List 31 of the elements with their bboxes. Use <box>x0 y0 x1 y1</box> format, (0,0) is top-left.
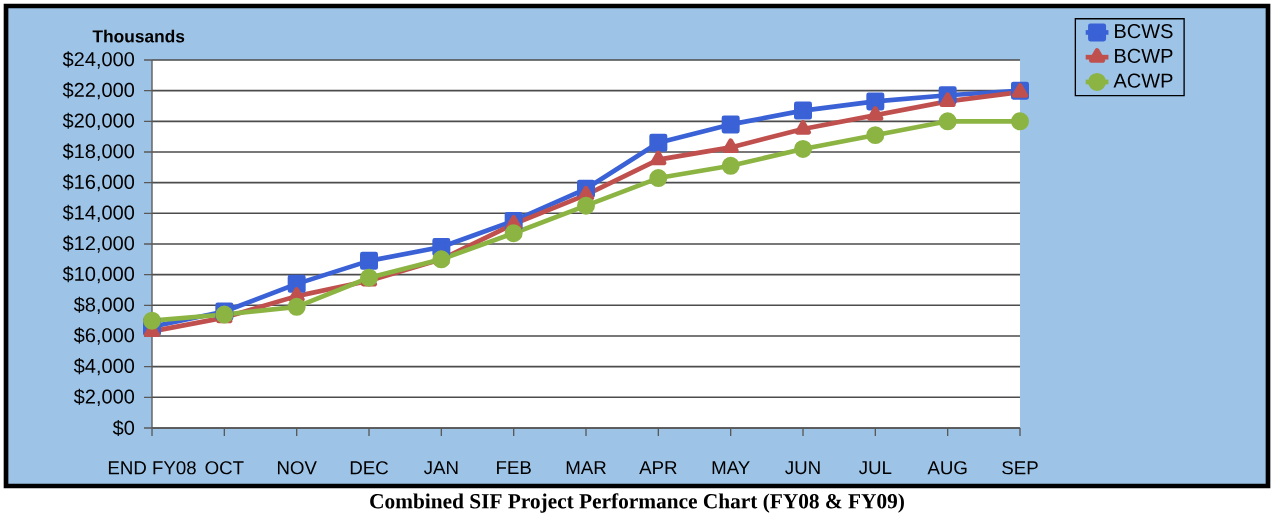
legend-label: ACWP <box>1113 73 1173 88</box>
y-tick-label: $24,000 <box>62 51 135 69</box>
x-tick-label: SEP <box>1002 461 1038 475</box>
y-axis-title: Thousands <box>92 29 185 43</box>
legend-label: BCWP <box>1115 48 1173 63</box>
x-tick-label: APR <box>639 461 677 474</box>
y-tick-label: $10,000 <box>62 265 135 284</box>
x-tick-label: MAY <box>712 461 750 474</box>
legend-label: BCWS <box>1115 24 1173 39</box>
y-tick-label: $16,000 <box>62 173 135 192</box>
y-tick-label: $2,000 <box>73 388 135 406</box>
x-tick-label: JAN <box>424 461 458 475</box>
x-tick-label: DEC <box>350 461 389 475</box>
text: Combined SIF Project Performance Chart (FY08 & FY09) <box>370 493 904 513</box>
x-tick-label: FEB <box>497 461 531 474</box>
y-tick-label: $6,000 <box>73 327 135 345</box>
y-tick-label: $8,000 <box>73 296 135 314</box>
y-tick-label: $18,000 <box>62 143 135 161</box>
x-tick-label: JUL <box>859 461 892 475</box>
y-tick-label: $12,000 <box>62 235 135 253</box>
x-tick-label: MAR <box>566 461 606 474</box>
y-tick-label: $14,000 <box>62 204 135 222</box>
x-tick-label: JUN <box>785 461 820 475</box>
y-tick-label: $0 <box>112 419 135 437</box>
x-tick-label: AUG <box>927 461 967 475</box>
y-tick-label: $22,000 <box>62 81 135 100</box>
x-tick-label: END FY08 <box>108 461 196 475</box>
y-tick-label: $20,000 <box>62 112 135 130</box>
x-tick-label: NOV <box>277 461 317 475</box>
y-tick-label: $4,000 <box>73 357 135 376</box>
x-tick-label: OCT <box>205 461 244 475</box>
